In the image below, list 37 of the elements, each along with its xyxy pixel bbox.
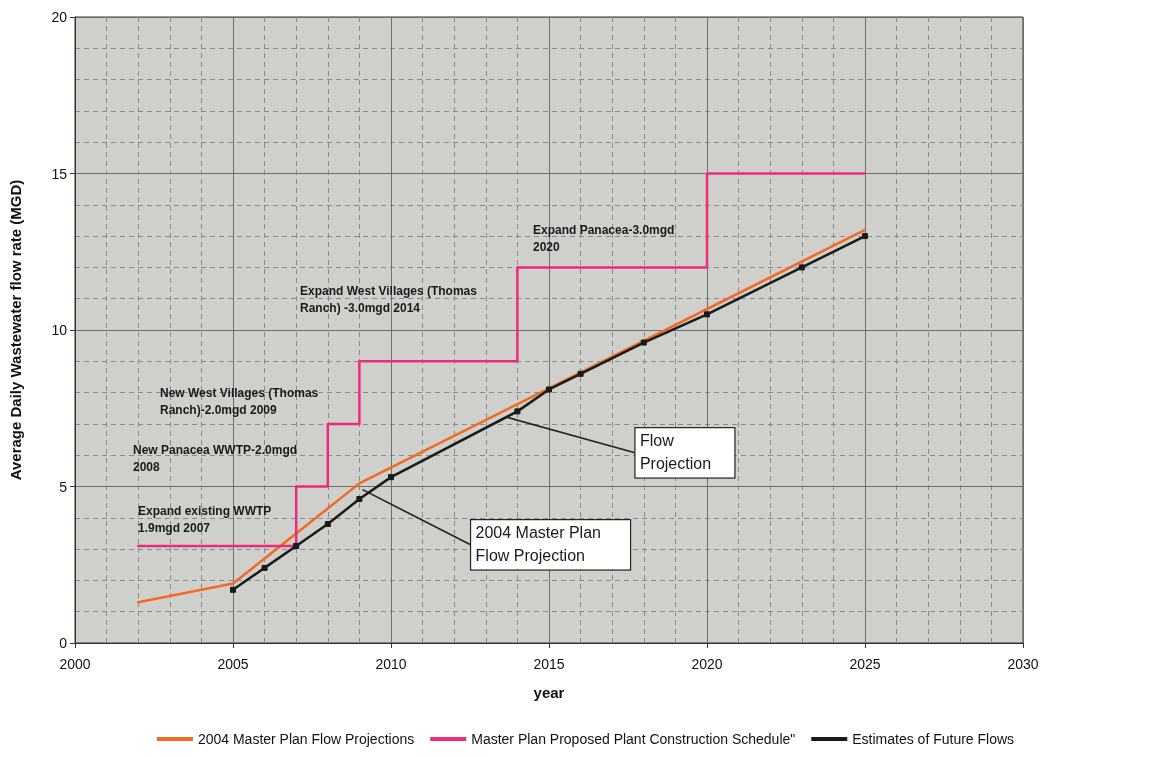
point [514,408,521,415]
y-axis-title: Average Daily Wastewater flow rate (MGD) [7,179,24,481]
y-tick-label: 15 [51,165,68,182]
x-tick-label: 2020 [691,656,723,672]
y-tick-label: 5 [59,478,68,495]
annotation: Expand existing WWTP 1.9mgd 2007 [138,504,272,536]
legend-label: 2004 Master Plan Flow Projections [197,731,415,747]
point [230,586,236,593]
x-tick-label: 2010 [375,656,407,672]
point [356,496,363,503]
point [577,370,584,377]
legend-label: Master Plan Proposed Plant Construction Schedule" [471,731,796,747]
y-tick-label: 20 [51,9,68,25]
legend-label: Estimates of Future Flows [852,731,1015,747]
x-axis-title: year [533,684,565,701]
annotation: New West Villages (Thomas Ranch)-2.0mgd 2009 [160,386,319,418]
point [798,264,805,271]
point [640,339,647,346]
point [546,386,552,393]
y-tick-label: 0 [59,635,68,651]
x-tick-label: 2000 [59,656,91,672]
point [261,564,268,571]
point [293,542,300,549]
annotation: New Panacea WWTP-2.0mgd 2008 [133,443,298,475]
annotation: Expand West Villages (Thomas Ranch) -3.0mgd 2014 [300,284,478,316]
annotation: 2004 Master Plan Flow Projection [475,523,601,564]
point [862,233,868,240]
x-tick-label: 2025 [849,656,881,672]
point [324,521,331,528]
point [388,474,394,481]
point [704,311,710,318]
annotation: Flow Projection [639,431,712,472]
x-tick-label: 2015 [533,656,565,672]
x-tick-label: 2005 [217,656,249,672]
x-tick-label: 2030 [1007,656,1039,672]
y-tick-label: 10 [51,322,68,338]
annotation: Expand Panacea-3.0mgd 2020 [533,223,675,255]
